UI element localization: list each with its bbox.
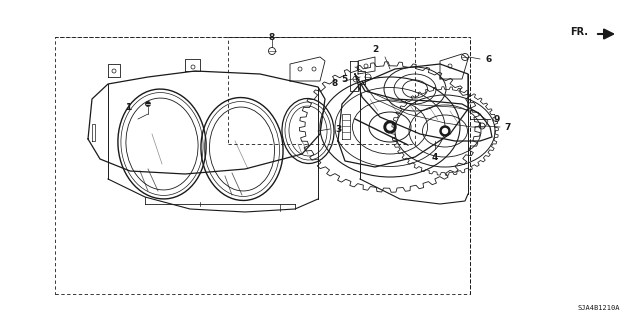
Text: 7: 7 bbox=[504, 122, 510, 131]
Circle shape bbox=[145, 101, 150, 107]
Text: 9: 9 bbox=[494, 115, 500, 123]
Text: 6: 6 bbox=[485, 55, 492, 63]
Text: SJA4B1210A: SJA4B1210A bbox=[577, 305, 620, 311]
Text: 8: 8 bbox=[269, 33, 275, 42]
Text: 4: 4 bbox=[432, 153, 438, 162]
Circle shape bbox=[442, 129, 447, 133]
Circle shape bbox=[384, 121, 396, 133]
Text: 3: 3 bbox=[335, 124, 341, 133]
Text: 2: 2 bbox=[372, 44, 378, 54]
Text: 8: 8 bbox=[332, 78, 338, 87]
Text: 5: 5 bbox=[342, 75, 348, 84]
Circle shape bbox=[387, 124, 393, 130]
Circle shape bbox=[440, 126, 450, 136]
Text: FR.: FR. bbox=[570, 27, 588, 37]
Text: 1: 1 bbox=[125, 102, 131, 112]
